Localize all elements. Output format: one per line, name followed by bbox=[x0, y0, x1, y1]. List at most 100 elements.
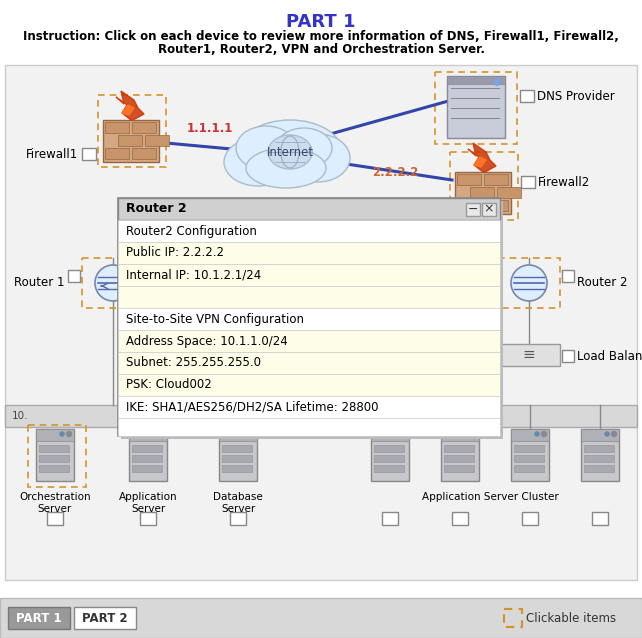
Bar bbox=[452, 512, 468, 525]
Circle shape bbox=[511, 265, 547, 301]
Bar bbox=[132, 465, 162, 472]
Circle shape bbox=[535, 432, 539, 436]
Bar bbox=[511, 429, 549, 481]
Bar bbox=[514, 455, 544, 462]
Bar bbox=[450, 152, 518, 220]
Circle shape bbox=[471, 431, 476, 436]
Text: ×: × bbox=[484, 202, 494, 216]
Circle shape bbox=[395, 432, 399, 436]
Bar bbox=[129, 429, 167, 481]
Text: IKE: SHA1/AES256/DH2/SA Lifetime: 28800: IKE: SHA1/AES256/DH2/SA Lifetime: 28800 bbox=[126, 401, 379, 413]
Bar bbox=[470, 187, 494, 198]
Text: Public IP: 2.2.2.2: Public IP: 2.2.2.2 bbox=[126, 246, 224, 260]
Bar bbox=[129, 429, 167, 441]
Bar bbox=[132, 455, 162, 462]
Text: Firewall1: Firewall1 bbox=[26, 148, 78, 161]
Text: PSK: Cloud002: PSK: Cloud002 bbox=[126, 378, 212, 392]
Bar bbox=[466, 203, 480, 216]
Ellipse shape bbox=[276, 128, 332, 168]
Text: 10.: 10. bbox=[12, 411, 28, 421]
Bar bbox=[118, 198, 500, 220]
Circle shape bbox=[243, 432, 247, 436]
Bar bbox=[562, 270, 574, 282]
Bar bbox=[5, 405, 637, 427]
Bar bbox=[520, 90, 534, 102]
Polygon shape bbox=[116, 91, 144, 120]
Text: Address Space: 10.1.1.0/24: Address Space: 10.1.1.0/24 bbox=[126, 334, 288, 348]
Circle shape bbox=[95, 265, 131, 301]
Bar bbox=[482, 203, 496, 216]
Bar bbox=[371, 429, 409, 481]
Bar bbox=[497, 187, 521, 198]
Circle shape bbox=[159, 431, 164, 436]
Circle shape bbox=[605, 432, 609, 436]
Text: Firewall2: Firewall2 bbox=[538, 175, 590, 188]
Bar bbox=[118, 418, 500, 436]
Bar bbox=[514, 445, 544, 452]
Bar bbox=[118, 220, 500, 242]
Bar bbox=[498, 258, 560, 308]
Bar bbox=[5, 65, 637, 580]
Text: Application
Server: Application Server bbox=[119, 492, 177, 514]
Bar bbox=[498, 344, 560, 366]
Text: Internal IP: 10.1.2.1/24: Internal IP: 10.1.2.1/24 bbox=[126, 269, 261, 281]
Circle shape bbox=[401, 431, 406, 436]
Text: ≡: ≡ bbox=[523, 348, 535, 362]
Bar bbox=[441, 429, 479, 481]
Bar bbox=[484, 200, 508, 211]
Bar bbox=[132, 445, 162, 452]
Bar bbox=[36, 429, 74, 481]
Text: Router1, Router2, VPN and Orchestration Server.: Router1, Router2, VPN and Orchestration … bbox=[157, 43, 485, 56]
Circle shape bbox=[496, 82, 498, 85]
Bar bbox=[118, 135, 142, 146]
Text: Router 2: Router 2 bbox=[126, 202, 187, 216]
Text: Instruction: Click on each device to review more information of DNS, Firewall1, : Instruction: Click on each device to rev… bbox=[23, 30, 619, 43]
Text: PART 2: PART 2 bbox=[82, 611, 128, 625]
Ellipse shape bbox=[224, 138, 292, 186]
Bar bbox=[118, 242, 500, 264]
Bar bbox=[521, 176, 535, 188]
Bar bbox=[39, 445, 69, 452]
Circle shape bbox=[611, 431, 616, 436]
Bar bbox=[121, 201, 503, 439]
Bar bbox=[371, 429, 409, 441]
Text: PART 1: PART 1 bbox=[286, 13, 356, 31]
Bar bbox=[36, 429, 74, 441]
Bar bbox=[584, 465, 614, 472]
Bar bbox=[118, 374, 500, 396]
Bar bbox=[230, 512, 246, 525]
Bar bbox=[514, 465, 544, 472]
Bar bbox=[444, 465, 474, 472]
Bar bbox=[592, 512, 608, 525]
Bar bbox=[39, 455, 69, 462]
Bar bbox=[374, 455, 404, 462]
Bar bbox=[145, 135, 169, 146]
Bar bbox=[222, 455, 252, 462]
Bar bbox=[484, 174, 508, 185]
Bar bbox=[132, 122, 156, 133]
Circle shape bbox=[496, 78, 498, 82]
Bar bbox=[455, 172, 511, 214]
Bar bbox=[435, 72, 517, 144]
Text: Database
Server: Database Server bbox=[213, 492, 263, 514]
Bar bbox=[118, 396, 500, 418]
Bar bbox=[118, 264, 500, 286]
Bar bbox=[98, 95, 166, 167]
Bar bbox=[118, 286, 500, 308]
Circle shape bbox=[541, 431, 546, 436]
Text: Orchestration
Server: Orchestration Server bbox=[19, 492, 91, 514]
Text: Router2 Configuration: Router2 Configuration bbox=[126, 225, 257, 237]
Bar bbox=[457, 200, 481, 211]
Bar bbox=[444, 455, 474, 462]
Ellipse shape bbox=[238, 120, 342, 184]
Bar bbox=[103, 120, 159, 162]
Bar bbox=[132, 148, 156, 159]
Bar bbox=[8, 607, 70, 629]
Bar bbox=[118, 330, 500, 352]
Text: −: − bbox=[468, 202, 478, 216]
Bar bbox=[0, 598, 642, 638]
Bar bbox=[382, 512, 398, 525]
Circle shape bbox=[465, 432, 469, 436]
Text: 1.1.1.1: 1.1.1.1 bbox=[187, 121, 233, 135]
Ellipse shape bbox=[286, 134, 350, 182]
